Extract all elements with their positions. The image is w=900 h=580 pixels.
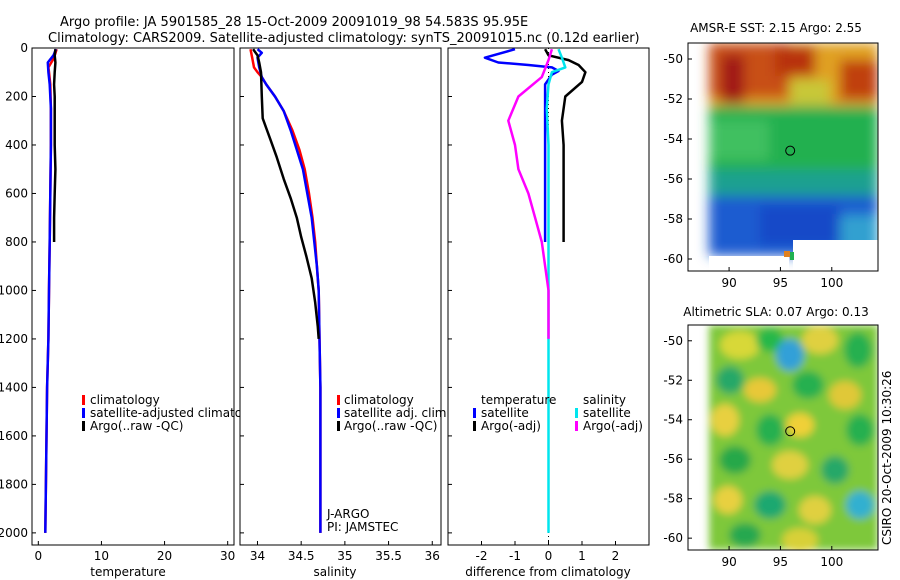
y-tick-label: 1800: [0, 477, 28, 491]
annotation-pi: PI: JAMSTEC: [327, 520, 398, 534]
x-tick-label: 20: [157, 549, 172, 563]
legend-swatch-satellite: [82, 408, 85, 418]
map-y-tick-label: -54: [663, 413, 683, 427]
difference-legend: temperature salinity satellite Argo(-adj…: [473, 393, 643, 433]
map-y-tick-label: -56: [663, 452, 683, 466]
x-tick-label: 36: [425, 549, 440, 563]
map-y-tick-label: -58: [663, 492, 683, 506]
legend-swatch-climatology: [82, 395, 85, 405]
map-y-tick-label: -54: [663, 132, 683, 146]
legend-swatch-satellite: [337, 408, 340, 418]
map-y-tick-label: -60: [663, 531, 683, 545]
legend-label-climatology: climatology: [90, 393, 160, 407]
figure-title-line2: Climatology: CARS2009. Satellite-adjuste…: [48, 31, 640, 46]
y-tick-label: 1600: [0, 429, 28, 443]
legend-title-salinity: salinity: [583, 393, 626, 407]
legend-swatch-temp-satellite: [473, 408, 476, 418]
salinity-xlabel: salinity: [313, 565, 356, 579]
y-tick-label: 0: [20, 41, 28, 55]
legend-label-argo: Argo(..raw -QC): [90, 419, 183, 433]
salinity-legend: climatology satellite adj. clim. Argo(..…: [337, 393, 450, 433]
legend-swatch-sal-satellite: [575, 408, 578, 418]
legend-swatch-temp-argo: [473, 421, 476, 431]
x-tick-label: 10: [94, 549, 109, 563]
y-tick-label: 1000: [0, 283, 28, 297]
map-x-tick-label: 90: [721, 555, 736, 569]
x-tick-label: 34: [250, 549, 265, 563]
y-tick-label: 1200: [0, 332, 28, 346]
x-tick-label: 34.5: [288, 549, 315, 563]
sst-map-frame: [687, 42, 879, 272]
legend-label-temp-argo: Argo(-adj): [481, 419, 541, 433]
y-tick-label: 1400: [0, 380, 28, 394]
salinity-axes-frame: [239, 47, 442, 546]
legend-label-temp-satellite: satellite: [481, 406, 529, 420]
map-y-tick-label: -52: [663, 92, 683, 106]
sst-heatmap-speckle: [784, 251, 790, 257]
y-tick-label: 600: [5, 186, 28, 200]
x-tick-label: 35.5: [375, 549, 402, 563]
x-tick-label: 0: [34, 549, 42, 563]
legend-title-temperature: temperature: [481, 393, 556, 407]
map-x-tick-label: 90: [721, 276, 736, 290]
difference-xlabel: difference from climatology: [465, 565, 631, 579]
figure-title-line1: Argo profile: JA 5901585_28 15-Oct-2009 …: [60, 15, 528, 30]
footer-timestamp: CSIRO 20-Oct-2009 10:30:26: [880, 371, 894, 545]
sla-heatmap: [709, 325, 878, 550]
map-x-tick-label: 95: [773, 276, 788, 290]
y-tick-label: 2000: [0, 526, 28, 540]
sst-map-title: AMSR-E SST: 2.15 Argo: 2.55: [690, 21, 862, 35]
map-y-tick-label: -60: [663, 252, 683, 266]
legend-swatch-argo: [82, 421, 85, 431]
sla-map-panel: Altimetric SLA: 0.07 Argo: 0.13: [663, 305, 879, 569]
y-tick-label: 200: [5, 89, 28, 103]
legend-label-satellite: satellite-adjusted climatology: [90, 406, 268, 420]
series-line-argo: [52, 49, 57, 242]
x-tick-label: -1: [509, 549, 521, 563]
map-x-tick-label: 95: [773, 555, 788, 569]
x-tick-label: 0: [545, 549, 553, 563]
map-y-tick-label: -58: [663, 212, 683, 226]
x-tick-label: 30: [220, 549, 235, 563]
temperature-panel: 0 10 20 30 0 200 400 600 800 1000 1200 1400 1600 180…: [0, 41, 268, 579]
x-tick-label: 1: [578, 549, 586, 563]
annotation-j-argo: J-ARGO: [326, 507, 369, 521]
legend-swatch-argo: [337, 421, 340, 431]
sla-map-title: Altimetric SLA: 0.07 Argo: 0.13: [683, 305, 868, 319]
y-tick-label: 400: [5, 138, 28, 152]
legend-label-sal-satellite: satellite: [583, 406, 631, 420]
temperature-legend: climatology satellite-adjusted climatolo…: [82, 393, 268, 433]
x-tick-label: -2: [476, 549, 488, 563]
legend-label-sal-argo: Argo(-adj): [583, 419, 643, 433]
map-x-tick-label: 100: [820, 555, 843, 569]
x-tick-label: 2: [612, 549, 620, 563]
map-y-tick-label: -56: [663, 172, 683, 186]
temperature-axes-frame: [31, 47, 235, 546]
map-y-tick-label: -50: [663, 52, 683, 66]
legend-swatch-sal-argo: [575, 421, 578, 431]
series-line-salinity-argo-adj-: [507, 48, 554, 339]
x-tick-label: 35: [337, 549, 352, 563]
sst-heatmap: [709, 43, 878, 271]
legend-label-satellite: satellite adj. clim.: [344, 406, 450, 420]
legend-swatch-climatology: [337, 395, 340, 405]
series-line-satellite-adjusted-climatology: [44, 48, 58, 533]
salinity-panel: 34 34.5 35 35.5 36 salinity climatology sate…: [239, 47, 450, 579]
legend-label-argo: Argo(..raw -QC): [344, 419, 437, 433]
sla-map-frame: [687, 324, 879, 551]
sst-map-panel: AMSR-E SST: 2.15 Argo: 2.55: [663, 21, 879, 290]
temperature-xlabel: temperature: [90, 565, 165, 579]
series-line-salinity-satellite: [545, 48, 567, 533]
sla-argo-marker: [785, 426, 796, 437]
series-line-argo: [252, 48, 320, 339]
map-x-tick-label: 100: [820, 276, 843, 290]
map-y-tick-label: -52: [663, 373, 683, 387]
legend-label-climatology: climatology: [344, 393, 414, 407]
difference-panel: -2 -1 0 1 2 difference from climatology temp…: [447, 47, 650, 579]
sst-argo-marker: [785, 145, 796, 156]
y-tick-label: 800: [5, 235, 28, 249]
map-y-tick-label: -50: [663, 334, 683, 348]
sst-heatmap-speckle: [790, 252, 794, 260]
